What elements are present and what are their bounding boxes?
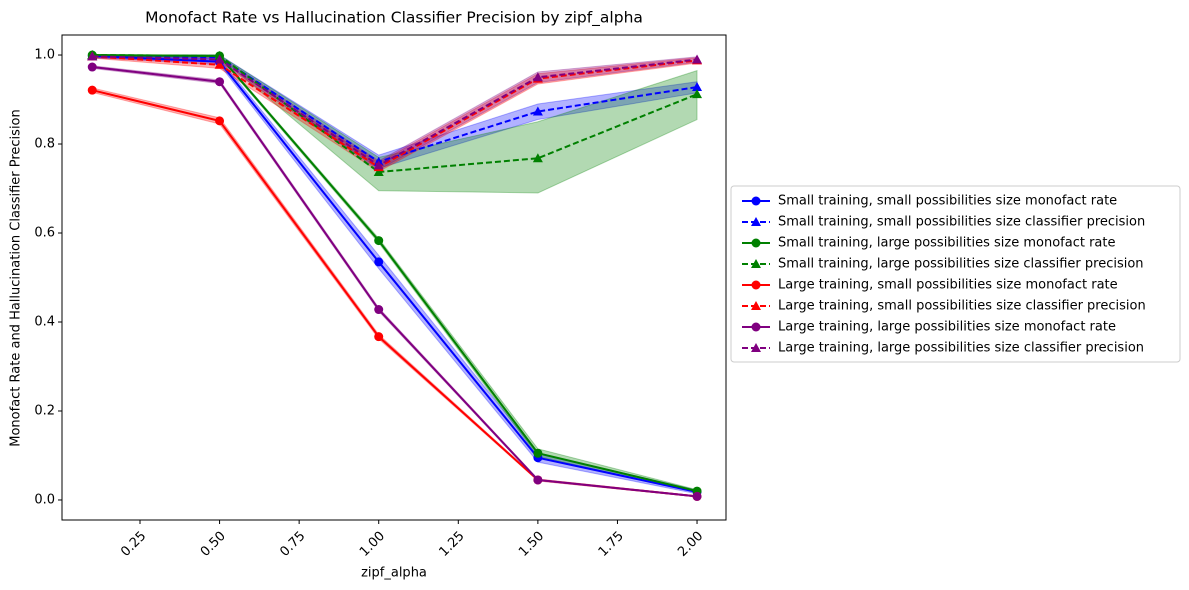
legend-marker [751, 322, 761, 332]
x-tick-label: 1.25 [437, 529, 468, 560]
data-point [214, 59, 225, 69]
y-tick-label: 0.0 [34, 492, 55, 507]
y-tick-label: 1.0 [34, 48, 55, 63]
legend-marker [751, 259, 761, 268]
legend-marker [751, 238, 761, 248]
legend-box [730, 185, 1181, 363]
x-tick-label: 0.25 [118, 529, 149, 560]
legend-marker [751, 343, 761, 352]
plot-frame [61, 34, 727, 521]
x-tick-label: 0.50 [198, 529, 229, 560]
chart-title: Monofact Rate vs Hallucination Classifie… [145, 9, 643, 28]
data-point [215, 116, 225, 126]
data-point [87, 51, 98, 61]
y-axis-label: Monofact Rate and Hallucination Classifi… [9, 109, 24, 447]
data-point [692, 54, 703, 64]
data-point [214, 54, 225, 64]
y-tick-label: 0.2 [34, 403, 55, 418]
x-tick-label: 1.00 [357, 529, 388, 560]
legend-label: Small training, large possibilities size… [778, 257, 1144, 272]
legend-label: Large training, large possibilities size… [778, 341, 1144, 356]
data-point [374, 236, 384, 246]
x-tick-label: 1.75 [596, 529, 627, 560]
data-point [532, 153, 543, 163]
x-tick-label: 2.00 [675, 529, 706, 560]
legend-label: Small training, small possibilities size… [778, 215, 1145, 230]
legend-marker [751, 196, 761, 206]
legend-label: Large training, small possibilities size… [778, 278, 1118, 293]
data-point [374, 332, 384, 342]
data-point [87, 62, 97, 72]
legend-label: Small training, small possibilities size… [778, 194, 1117, 209]
data-point [692, 82, 703, 92]
data-point [533, 475, 543, 485]
data-point [374, 257, 384, 267]
legend-label: Large training, small possibilities size… [778, 299, 1146, 314]
data-point [374, 305, 384, 315]
legend-marker [751, 280, 761, 290]
legend-marker [751, 217, 761, 226]
data-point [532, 72, 543, 82]
x-tick-label: 0.75 [277, 529, 308, 560]
y-tick-label: 0.8 [34, 137, 55, 152]
data-point [373, 167, 384, 177]
data-point [373, 160, 384, 170]
data-point [533, 448, 543, 458]
data-point [215, 77, 225, 87]
y-tick-label: 0.4 [34, 314, 55, 329]
data-point [692, 89, 703, 99]
legend-label: Large training, large possibilities size… [778, 320, 1116, 335]
x-axis-label: zipf_alpha [361, 566, 427, 581]
data-point [692, 491, 702, 501]
data-point [87, 85, 97, 95]
data-point [532, 106, 543, 116]
legend-label: Small training, large possibilities size… [778, 236, 1115, 251]
legend-marker [751, 301, 761, 310]
y-tick-label: 0.6 [34, 226, 55, 241]
x-tick-label: 1.50 [516, 529, 547, 560]
